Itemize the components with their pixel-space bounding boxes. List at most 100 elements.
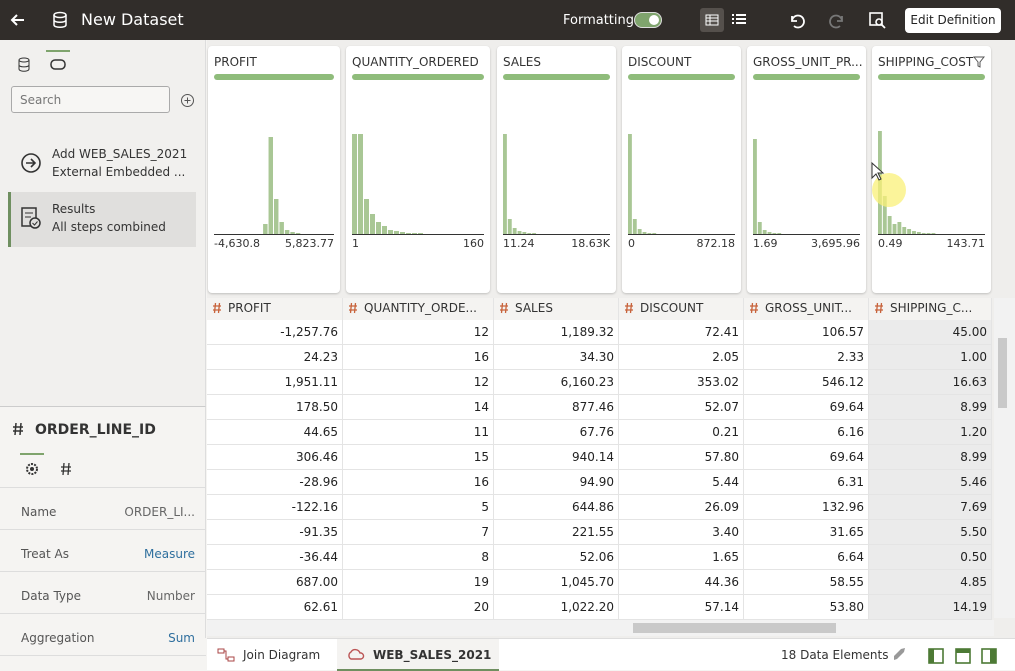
histogram-bar xyxy=(768,232,772,234)
histogram-bar xyxy=(527,233,531,234)
vertical-scrollbar[interactable] xyxy=(994,298,1015,618)
divider xyxy=(0,529,206,530)
histogram-max: 3,695.96 xyxy=(811,237,860,250)
histogram-bar xyxy=(628,134,632,234)
column-header[interactable]: SHIPPING_C... xyxy=(869,298,992,320)
list-view-button[interactable] xyxy=(731,12,747,28)
histogram-bar xyxy=(907,229,911,234)
table-cell: 0.21 xyxy=(619,420,744,445)
add-button[interactable] xyxy=(180,93,195,108)
quality-bar xyxy=(352,74,484,80)
undo-button[interactable] xyxy=(788,11,806,29)
table-cell: 14.19 xyxy=(869,595,992,620)
formatting-toggle[interactable] xyxy=(634,12,662,28)
icon-path xyxy=(875,303,883,313)
settings-tab[interactable] xyxy=(24,461,40,477)
table-cell: 5.44 xyxy=(619,470,744,495)
steps-panel: Search Add WEB_SALES_2021 External Embed… xyxy=(0,40,206,406)
number-icon xyxy=(624,302,634,314)
column-header[interactable]: SALES xyxy=(494,298,619,320)
number-tab[interactable] xyxy=(60,462,72,476)
divider xyxy=(0,571,206,572)
table-cell: 14 xyxy=(343,395,494,420)
histogram-bar xyxy=(513,228,517,234)
column-header[interactable]: DISCOUNT xyxy=(619,298,744,320)
back-button[interactable] xyxy=(8,10,28,30)
number-icon xyxy=(12,422,24,436)
search-input[interactable]: Search xyxy=(11,86,170,113)
step-subtitle: External Embedded ... xyxy=(52,165,185,179)
column-header-label: DISCOUNT xyxy=(640,301,703,315)
histogram-bar xyxy=(376,222,381,234)
column-header[interactable]: GROSS_UNIT... xyxy=(744,298,869,320)
column-header[interactable]: QUANTITY_ORDE... xyxy=(343,298,494,320)
table-cell: -1,257.76 xyxy=(207,320,343,345)
top-bar: New Dataset Formatting Edit Definition xyxy=(0,0,1015,40)
histogram-bar xyxy=(643,232,647,234)
table-cell: -122.16 xyxy=(207,495,343,520)
edit-definition-button[interactable]: Edit Definition xyxy=(905,8,1001,33)
column-profile-card[interactable]: SHIPPING_COST0.49143.71 xyxy=(872,46,991,293)
histogram xyxy=(753,125,860,235)
join-diagram-tab[interactable]: Join Diagram xyxy=(243,648,320,662)
histogram-bar xyxy=(633,219,637,234)
table-cell: 1,022.20 xyxy=(494,595,619,620)
step-item[interactable]: Add WEB_SALES_2021 External Embedded ... xyxy=(8,140,198,190)
property-value: ORDER_LI... xyxy=(124,505,195,519)
preview-button[interactable] xyxy=(868,11,886,29)
sheet-tab-label: WEB_SALES_2021 xyxy=(373,648,491,662)
histogram-max: 143.71 xyxy=(947,237,986,250)
histogram-max: 5,823.77 xyxy=(285,237,334,250)
column-header-label: SHIPPING_C... xyxy=(890,301,972,315)
table-cell: -28.96 xyxy=(207,470,343,495)
histogram-bar xyxy=(518,231,522,234)
histogram-bar xyxy=(927,233,931,234)
histogram-bar xyxy=(897,222,901,234)
number-icon xyxy=(348,302,358,314)
table-cell: 12 xyxy=(343,320,494,345)
table-cell: 8.99 xyxy=(869,395,992,420)
table-cell: 52.06 xyxy=(494,545,619,570)
active-sheet-tab[interactable]: WEB_SALES_2021 xyxy=(337,639,499,671)
table-cell: 16.63 xyxy=(869,370,992,395)
table-cell: 7.69 xyxy=(869,495,992,520)
histogram-bar xyxy=(352,134,357,234)
property-value: Number xyxy=(147,589,195,603)
table-cell: 1.20 xyxy=(869,420,992,445)
table-cell: 72.41 xyxy=(619,320,744,345)
profile-title: QUANTITY_ORDERED xyxy=(352,55,479,69)
column-header[interactable]: PROFIT xyxy=(207,298,343,320)
data-tab[interactable] xyxy=(17,57,31,73)
property-value[interactable]: Measure xyxy=(144,547,195,561)
redo-button[interactable] xyxy=(828,11,846,29)
table-cell: 69.64 xyxy=(744,395,869,420)
table-cell: -36.44 xyxy=(207,545,343,570)
column-profile-card[interactable]: QUANTITY_ORDERED1160 xyxy=(346,46,490,293)
steps-tab[interactable] xyxy=(48,58,68,72)
column-profile-card[interactable]: GROSS_UNIT_PR...1.693,695.96 xyxy=(747,46,866,293)
table-cell: 44.65 xyxy=(207,420,343,445)
table-cell: 67.76 xyxy=(494,420,619,445)
histogram-bar xyxy=(285,230,289,234)
properties-panel: ORDER_LINE_ID NameORDER_LI...Treat AsMea… xyxy=(0,406,206,638)
table-cell: 20 xyxy=(343,595,494,620)
mouse-cursor xyxy=(871,162,885,182)
formatting-label: Formatting xyxy=(563,13,634,28)
horizontal-scrollbar[interactable] xyxy=(207,620,994,636)
histogram-max: 160 xyxy=(463,237,484,250)
table-cell: 687.00 xyxy=(207,570,343,595)
column-profile-card[interactable]: SALES11.2418.63K xyxy=(497,46,616,293)
divider xyxy=(0,613,206,614)
histogram-min: 0 xyxy=(628,237,635,250)
histogram-bar xyxy=(358,134,363,234)
property-label: Treat As xyxy=(21,547,69,561)
table-cell: 6.31 xyxy=(744,470,869,495)
table-cell: 1,045.70 xyxy=(494,570,619,595)
column-profile-card[interactable]: DISCOUNT0872.18 xyxy=(622,46,741,293)
histogram-bar xyxy=(772,233,776,234)
column-profile-card[interactable]: PROFIT-4,630.85,823.77 xyxy=(208,46,340,293)
divider xyxy=(0,487,206,488)
layout-buttons[interactable] xyxy=(927,647,1009,665)
grid-view-button[interactable] xyxy=(700,8,724,32)
step-item-selected[interactable]: Results All steps combined xyxy=(8,192,196,247)
